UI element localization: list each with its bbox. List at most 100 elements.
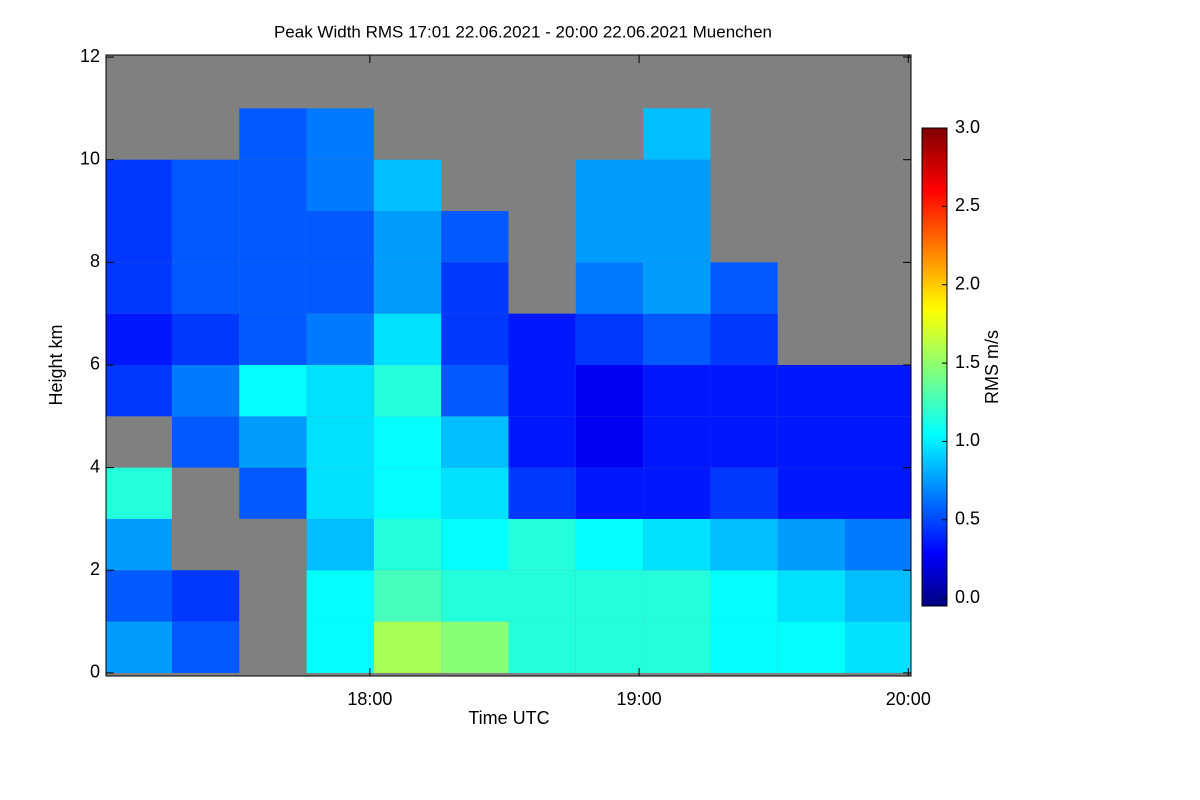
heat-cell	[441, 570, 509, 622]
heat-cell	[777, 621, 846, 673]
heat-cell	[106, 159, 172, 212]
colorbar-tick-label: 0.5	[955, 509, 980, 529]
heat-cell	[710, 467, 778, 519]
heat-cell	[171, 262, 240, 314]
heat-cell	[373, 416, 442, 468]
heat-cell	[239, 416, 307, 468]
heat-cell	[171, 570, 240, 622]
y-tick-label: 4	[90, 456, 100, 476]
heat-cell	[306, 211, 374, 263]
heat-cell	[575, 211, 644, 263]
heat-cell	[575, 262, 644, 314]
heat-cell	[239, 313, 307, 365]
heat-cell	[643, 364, 711, 417]
heat-cell	[441, 313, 509, 365]
heat-cell	[171, 621, 240, 673]
heat-cell	[845, 364, 911, 417]
heat-cell	[306, 364, 374, 417]
colorbar-tick-label: 3.0	[955, 117, 980, 137]
y-tick-label: 6	[90, 354, 100, 374]
heat-cell	[441, 518, 509, 571]
heat-cell	[239, 262, 307, 314]
heat-cell	[710, 416, 778, 468]
heat-cell	[710, 313, 778, 365]
heat-cell	[171, 416, 240, 468]
heat-cell	[845, 621, 911, 673]
heat-cell	[508, 313, 576, 365]
heat-cell	[508, 467, 576, 519]
heat-cell	[575, 416, 644, 468]
heat-cell	[643, 108, 711, 160]
heat-cell	[106, 570, 172, 622]
heat-cell	[643, 262, 711, 314]
heat-cell	[171, 364, 240, 417]
x-axis-label: Time UTC	[468, 708, 549, 728]
heat-cell	[441, 211, 509, 263]
heat-cell	[710, 364, 778, 417]
colorbar-tick-label: 2.0	[955, 273, 980, 293]
heat-cell	[171, 313, 240, 365]
y-axis-label: Height km	[46, 324, 66, 405]
colorbar-tick-label: 1.0	[955, 430, 980, 450]
heat-cell	[441, 621, 509, 673]
heat-cell	[239, 108, 307, 160]
heat-cell	[106, 211, 172, 263]
heat-cell	[306, 518, 374, 571]
heat-cell	[777, 467, 846, 519]
heat-cell	[373, 262, 442, 314]
heat-cell	[575, 570, 644, 622]
heat-cell	[845, 570, 911, 622]
colorbar-label: RMS m/s	[982, 330, 1002, 404]
heat-cell	[171, 211, 240, 263]
heat-cell	[373, 467, 442, 519]
heat-cell	[710, 621, 778, 673]
heat-cell	[508, 621, 576, 673]
heat-cell	[508, 570, 576, 622]
heat-cell	[239, 467, 307, 519]
heat-cell	[777, 570, 846, 622]
heat-cell	[306, 313, 374, 365]
heat-cell	[306, 416, 374, 468]
heat-cell	[373, 518, 442, 571]
heat-cell	[441, 262, 509, 314]
heat-cell	[643, 467, 711, 519]
heat-cell	[575, 621, 644, 673]
heat-cell	[710, 518, 778, 571]
heat-cell	[575, 364, 644, 417]
plot-frame	[105, 54, 912, 677]
heat-cell	[508, 416, 576, 468]
heat-cell	[575, 518, 644, 571]
heat-cell	[441, 416, 509, 468]
heat-cell	[239, 211, 307, 263]
heat-cell	[373, 570, 442, 622]
heat-cell	[845, 518, 911, 571]
colorbar-tick-label: 2.5	[955, 195, 980, 215]
heat-cell	[508, 518, 576, 571]
heat-cell	[373, 313, 442, 365]
heat-cell	[441, 467, 509, 519]
heat-cell	[106, 262, 172, 314]
y-tick-label: 2	[90, 559, 100, 579]
heat-cell	[710, 262, 778, 314]
heat-cell	[306, 570, 374, 622]
chart-title: Peak Width RMS 17:01 22.06.2021 - 20:00 …	[274, 22, 772, 41]
heat-cell	[508, 364, 576, 417]
heat-cell	[643, 518, 711, 571]
heat-cell	[710, 570, 778, 622]
heat-cell	[441, 364, 509, 417]
x-tick-label: 20:00	[886, 689, 931, 709]
heat-cell	[373, 211, 442, 263]
heat-cell	[777, 416, 846, 468]
y-tick-label: 12	[80, 46, 100, 66]
heat-cell	[171, 159, 240, 212]
heat-cell	[106, 313, 172, 365]
heat-cell	[306, 262, 374, 314]
heat-cell	[373, 621, 442, 673]
heat-cell	[777, 518, 846, 571]
heat-cell	[643, 570, 711, 622]
heat-cell	[106, 364, 172, 417]
heat-cell	[845, 416, 911, 468]
heat-cell	[239, 364, 307, 417]
heat-cell	[373, 364, 442, 417]
